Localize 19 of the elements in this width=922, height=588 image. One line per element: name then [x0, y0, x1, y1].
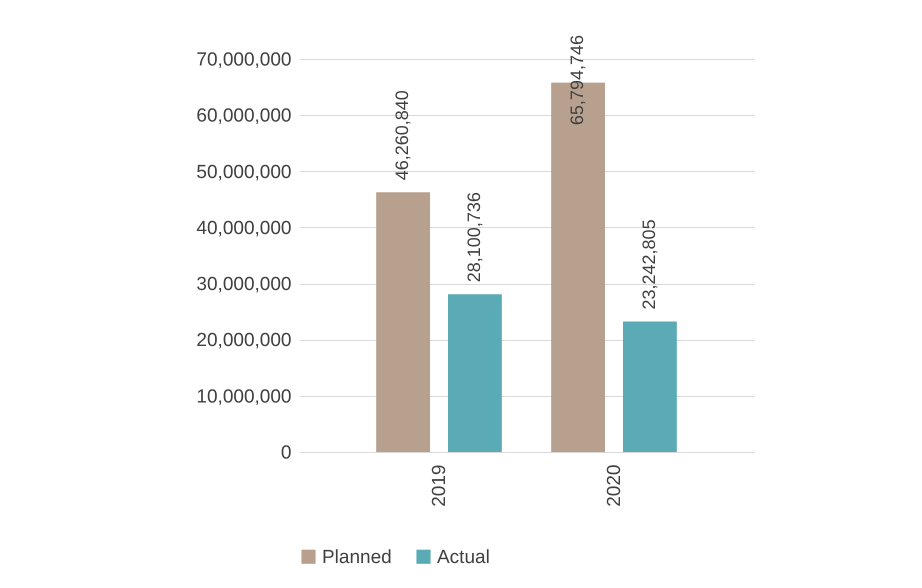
y-tick-label: 70,000,000: [196, 50, 292, 70]
legend-label: Actual: [437, 546, 490, 568]
y-tick-label: 40,000,000: [196, 218, 292, 239]
x-tick-label: 2019: [429, 464, 450, 507]
bar: [376, 192, 430, 452]
x-tick-label: 2020: [604, 464, 625, 507]
y-tick-label: 60,000,000: [196, 106, 292, 127]
data-label: 46,260,840: [392, 90, 412, 180]
data-label: 28,100,736: [464, 192, 484, 282]
data-label: 65,794,746: [567, 35, 588, 126]
y-tick-label: 0: [280, 442, 292, 464]
y-tick-label: 30,000,000: [196, 274, 292, 296]
bar: [622, 322, 677, 452]
y-tick-label: 50,000,000: [196, 162, 292, 183]
bar: [448, 294, 502, 452]
legend-label: Planned: [322, 546, 392, 568]
y-tick-label: 10,000,000: [196, 386, 292, 408]
data-label: 23,242,805: [638, 219, 659, 310]
y-tick-label: 20,000,000: [196, 330, 292, 352]
